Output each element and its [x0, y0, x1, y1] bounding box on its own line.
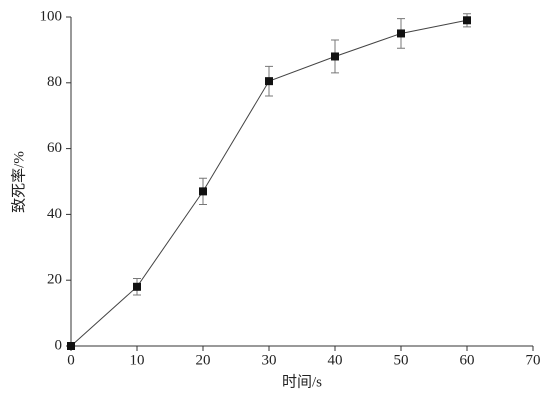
x-tick-label: 70	[526, 352, 541, 368]
x-tick-label: 60	[460, 352, 475, 368]
x-tick-label: 30	[262, 352, 277, 368]
x-tick-label: 40	[328, 352, 343, 368]
marker	[463, 16, 471, 25]
x-tick-label: 20	[196, 352, 211, 368]
y-tick-label: 60	[47, 140, 62, 156]
marker	[67, 342, 75, 350]
y-tick-label: 0	[55, 337, 63, 353]
marker	[133, 282, 141, 291]
x-tick-label: 0	[67, 352, 75, 368]
marker	[265, 77, 273, 86]
y-tick-label: 20	[47, 272, 62, 288]
marker	[331, 52, 339, 61]
marker	[199, 187, 207, 196]
x-tick-label: 10	[130, 352, 145, 368]
y-tick-label: 80	[47, 74, 62, 90]
y-tick-label: 40	[47, 206, 62, 222]
x-axis-label: 时间/s	[282, 373, 322, 390]
x-tick-label: 50	[394, 352, 409, 368]
marker	[397, 29, 405, 38]
y-tick-label: 100	[40, 8, 63, 24]
y-axis-label: 致死率/%	[10, 151, 27, 213]
